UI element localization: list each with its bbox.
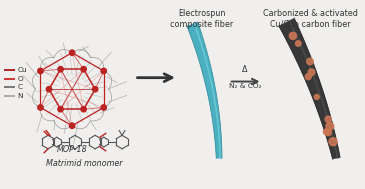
Circle shape (325, 130, 331, 136)
Polygon shape (187, 22, 222, 159)
Text: N₂ & CO₂: N₂ & CO₂ (229, 84, 261, 89)
Circle shape (58, 67, 63, 72)
Circle shape (92, 87, 98, 92)
Text: MOP-18: MOP-18 (57, 145, 88, 154)
Text: Carbonized & activated
Cu/Cuo carbon fiber: Carbonized & activated Cu/Cuo carbon fib… (263, 9, 358, 29)
Circle shape (305, 74, 311, 80)
Text: Matrimid monomer: Matrimid monomer (46, 159, 123, 168)
Circle shape (314, 94, 319, 99)
Circle shape (289, 32, 296, 40)
Text: Electrospun
composite fiber: Electrospun composite fiber (170, 9, 234, 29)
Circle shape (69, 50, 75, 55)
Circle shape (38, 105, 43, 110)
Circle shape (101, 68, 107, 74)
Circle shape (81, 106, 86, 112)
Text: N: N (17, 93, 23, 99)
Circle shape (326, 122, 334, 130)
Circle shape (81, 67, 86, 72)
Text: Δ: Δ (242, 65, 248, 74)
Circle shape (69, 123, 75, 129)
Circle shape (329, 138, 337, 146)
Polygon shape (279, 18, 340, 159)
Text: O: O (17, 76, 23, 82)
Circle shape (307, 58, 313, 65)
Circle shape (325, 116, 331, 122)
Circle shape (323, 129, 329, 135)
Circle shape (308, 69, 315, 75)
Circle shape (38, 68, 43, 74)
Circle shape (101, 105, 107, 110)
Text: Cu: Cu (17, 67, 27, 73)
Circle shape (296, 41, 301, 46)
Text: C: C (17, 84, 22, 90)
Circle shape (58, 106, 63, 112)
Circle shape (46, 87, 52, 92)
